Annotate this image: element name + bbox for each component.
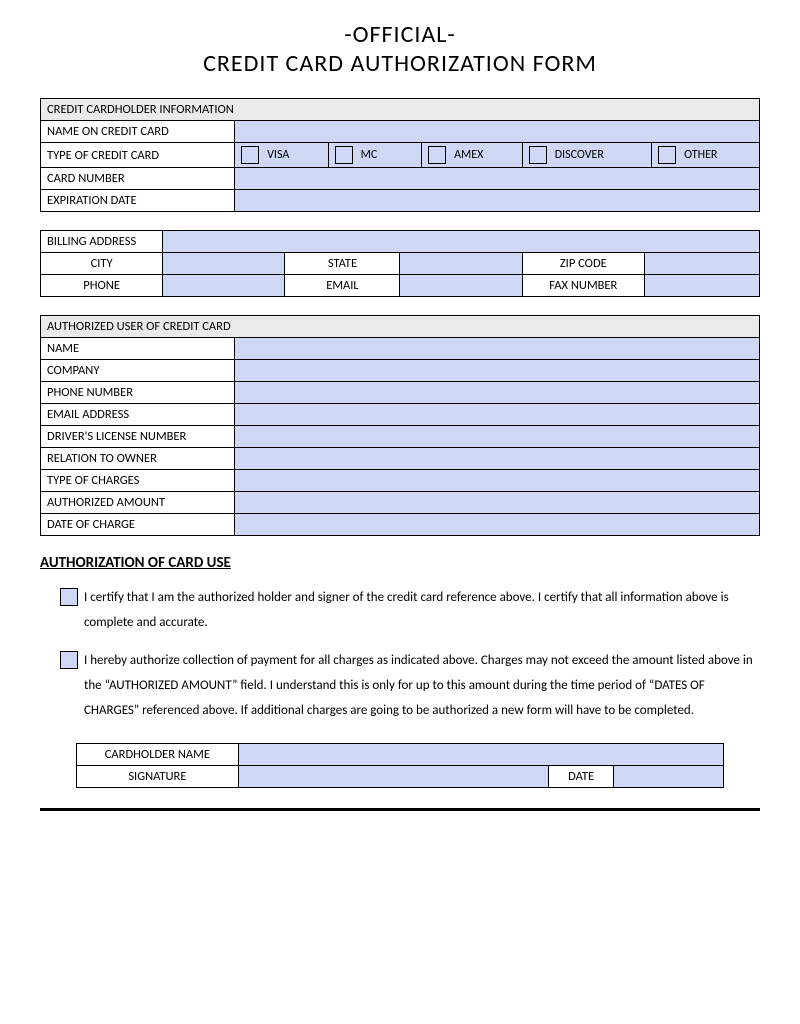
checkbox-icon[interactable] [529,146,547,164]
au-name-input[interactable] [235,338,760,360]
checkbox-icon[interactable] [658,146,676,164]
state-label: STATE [285,253,400,275]
cardholder-name-input[interactable] [238,744,723,766]
email-label: EMAIL [285,275,400,297]
sig-date-label: DATE [549,766,614,788]
name-on-card-input[interactable] [235,121,760,143]
form-title: -OFFICIAL- CREDIT CARD AUTHORIZATION FOR… [40,20,760,78]
city-label: CITY [41,253,163,275]
signature-table: CARDHOLDER NAME SIGNATURE DATE [76,743,724,788]
section3-header: AUTHORIZED USER OF CREDIT CARD [41,316,760,338]
zip-label: ZIP CODE [522,253,644,275]
checkbox-icon[interactable] [241,146,259,164]
email-input[interactable] [400,275,522,297]
phone-input[interactable] [163,275,285,297]
cc-mc-label: MC [361,148,378,162]
au-phone-label: PHONE NUMBER [41,382,235,404]
au-dl-input[interactable] [235,426,760,448]
au-charges-label: TYPE OF CHARGES [41,470,235,492]
section1-header: CREDIT CARDHOLDER INFORMATION [41,99,760,121]
cc-option-visa[interactable]: VISA [241,146,321,164]
billing-address-input[interactable] [163,231,760,253]
fax-input[interactable] [644,275,759,297]
cc-amex-label: AMEX [454,148,483,162]
card-number-input[interactable] [235,168,760,190]
signature-label: SIGNATURE [77,766,239,788]
authorization-heading: AUTHORIZATION OF CARD USE [40,554,760,572]
au-date-label: DATE OF CHARGE [41,514,235,536]
au-email-label: EMAIL ADDRESS [41,404,235,426]
au-relation-input[interactable] [235,448,760,470]
cc-option-other[interactable]: OTHER [658,146,753,164]
au-email-input[interactable] [235,404,760,426]
au-amount-input[interactable] [235,492,760,514]
au-phone-input[interactable] [235,382,760,404]
billing-address-table: BILLING ADDRESS CITY STATE ZIP CODE PHON… [40,230,760,297]
au-company-input[interactable] [235,360,760,382]
auth-text-1: I certify that I am the authorized holde… [84,586,760,635]
signature-input[interactable] [238,766,549,788]
cc-visa-label: VISA [267,148,289,162]
state-input[interactable] [400,253,522,275]
bottom-divider [40,808,760,811]
zip-input[interactable] [644,253,759,275]
au-relation-label: RELATION TO OWNER [41,448,235,470]
phone-label: PHONE [41,275,163,297]
au-amount-label: AUTHORIZED AMOUNT [41,492,235,514]
au-charges-input[interactable] [235,470,760,492]
au-name-label: NAME [41,338,235,360]
au-company-label: COMPANY [41,360,235,382]
checkbox-icon[interactable] [428,146,446,164]
cc-option-amex[interactable]: AMEX [428,146,516,164]
sig-date-input[interactable] [613,766,723,788]
checkbox-icon[interactable] [335,146,353,164]
cc-option-discover[interactable]: DISCOVER [529,146,645,164]
cardholder-info-table: CREDIT CARDHOLDER INFORMATION NAME ON CR… [40,98,760,212]
au-dl-label: DRIVER'S LICENSE NUMBER [41,426,235,448]
title-line-1: -OFFICIAL- [40,20,760,49]
title-line-2: CREDIT CARD AUTHORIZATION FORM [40,49,760,78]
auth-paragraph-1: I certify that I am the authorized holde… [60,586,760,635]
expiration-label: EXPIRATION DATE [41,190,235,212]
expiration-input[interactable] [235,190,760,212]
cardholder-name-label: CARDHOLDER NAME [77,744,239,766]
auth-paragraph-2: I hereby authorize collection of payment… [60,649,760,723]
fax-label: FAX NUMBER [522,275,644,297]
cc-other-label: OTHER [684,148,717,162]
city-input[interactable] [163,253,285,275]
au-date-input[interactable] [235,514,760,536]
auth-checkbox-1[interactable] [60,588,78,606]
cc-option-mc[interactable]: MC [335,146,415,164]
name-on-card-label: NAME ON CREDIT CARD [41,121,235,143]
billing-address-label: BILLING ADDRESS [41,231,163,253]
auth-text-2: I hereby authorize collection of payment… [84,649,760,723]
authorized-user-table: AUTHORIZED USER OF CREDIT CARD NAME COMP… [40,315,760,536]
type-of-card-label: TYPE OF CREDIT CARD [41,143,235,168]
auth-checkbox-2[interactable] [60,651,78,669]
card-number-label: CARD NUMBER [41,168,235,190]
cc-discover-label: DISCOVER [555,148,604,162]
